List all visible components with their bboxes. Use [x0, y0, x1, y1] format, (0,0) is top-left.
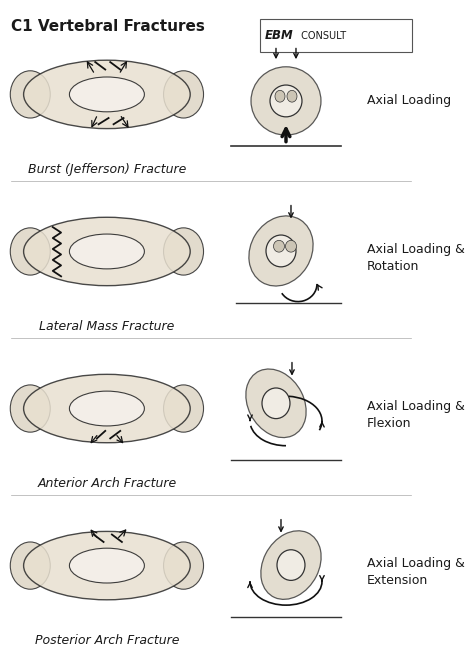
- Text: Axial Loading: Axial Loading: [367, 94, 451, 108]
- Ellipse shape: [164, 228, 203, 275]
- Ellipse shape: [273, 240, 284, 252]
- Text: Axial Loading &
Rotation: Axial Loading & Rotation: [367, 243, 465, 273]
- Ellipse shape: [164, 71, 203, 118]
- Text: Axial Loading &
Flexion: Axial Loading & Flexion: [367, 400, 465, 430]
- Text: Burst (Jefferson) Fracture: Burst (Jefferson) Fracture: [27, 163, 186, 176]
- Ellipse shape: [285, 240, 296, 252]
- Ellipse shape: [164, 385, 203, 432]
- Ellipse shape: [24, 531, 190, 600]
- Text: Posterior Arch Fracture: Posterior Arch Fracture: [35, 634, 179, 647]
- Ellipse shape: [270, 85, 302, 117]
- Ellipse shape: [10, 385, 50, 432]
- Ellipse shape: [69, 234, 145, 269]
- Ellipse shape: [24, 374, 190, 443]
- Text: CONSULT: CONSULT: [299, 30, 346, 40]
- Ellipse shape: [69, 548, 145, 583]
- Ellipse shape: [24, 217, 190, 286]
- FancyBboxPatch shape: [260, 19, 412, 52]
- Ellipse shape: [10, 228, 50, 275]
- Ellipse shape: [275, 90, 285, 102]
- Ellipse shape: [10, 542, 50, 589]
- Text: Axial Loading &
Extension: Axial Loading & Extension: [367, 557, 465, 587]
- Ellipse shape: [251, 67, 321, 135]
- Ellipse shape: [69, 391, 145, 426]
- Text: Anterior Arch Fracture: Anterior Arch Fracture: [37, 477, 176, 490]
- Ellipse shape: [69, 77, 145, 112]
- Ellipse shape: [10, 71, 50, 118]
- Ellipse shape: [261, 531, 321, 599]
- Text: C1 Vertebral Fractures: C1 Vertebral Fractures: [11, 19, 205, 34]
- Ellipse shape: [249, 216, 313, 286]
- Ellipse shape: [24, 60, 190, 129]
- Ellipse shape: [164, 542, 203, 589]
- Ellipse shape: [246, 369, 306, 438]
- Ellipse shape: [277, 550, 305, 580]
- Text: EBM: EBM: [264, 29, 293, 42]
- Text: Lateral Mass Fracture: Lateral Mass Fracture: [39, 320, 174, 333]
- Ellipse shape: [262, 388, 290, 418]
- Ellipse shape: [287, 90, 297, 102]
- Ellipse shape: [266, 235, 296, 267]
